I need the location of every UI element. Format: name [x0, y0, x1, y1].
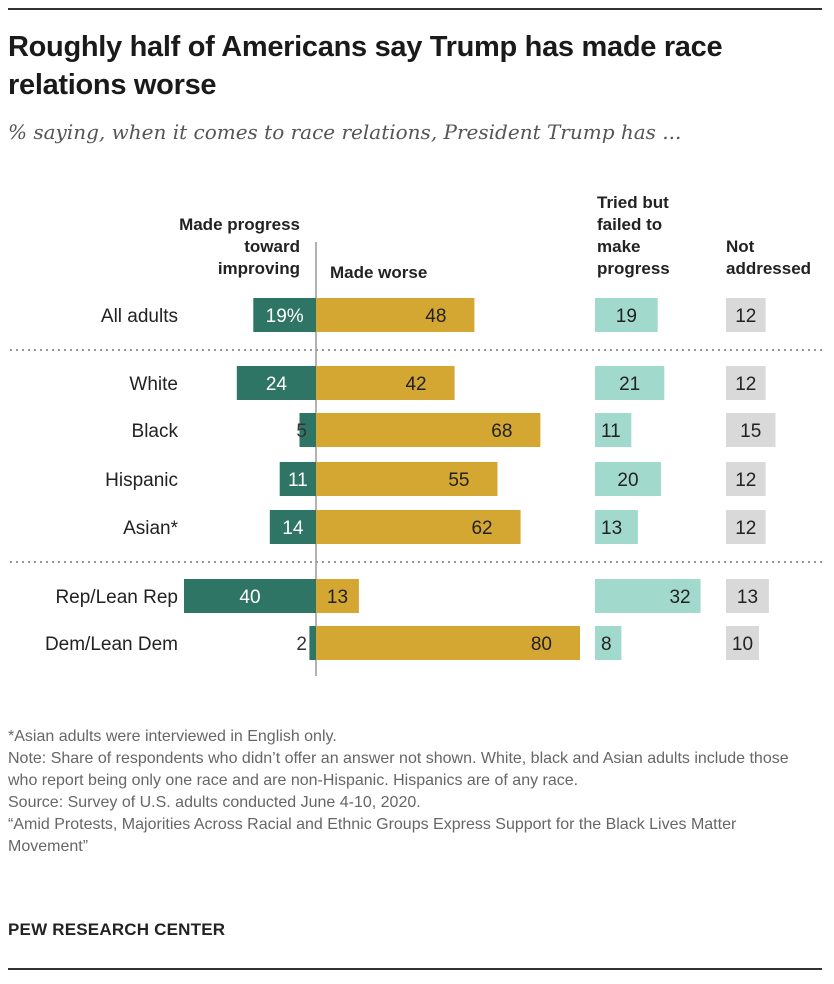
header-progress: Made progress toward improving	[179, 215, 300, 278]
notes: *Asian adults were interviewed in Englis…	[8, 726, 808, 858]
value-progress: 14	[282, 518, 304, 539]
header-tried: Tried but failed to make progress	[597, 193, 670, 278]
value-progress: 11	[288, 470, 308, 491]
bar-not-addressed	[726, 413, 776, 447]
bar-progress	[279, 462, 316, 496]
value-tried: 11	[601, 421, 621, 442]
value-worse: 68	[491, 421, 512, 442]
value-worse: 80	[531, 634, 552, 655]
value-not-addressed: 12	[735, 306, 756, 327]
bar-not-addressed	[726, 298, 766, 332]
value-progress: 2	[296, 634, 307, 655]
bar-progress	[184, 579, 316, 613]
note-asian: *Asian adults were interviewed in Englis…	[8, 728, 337, 745]
value-not-addressed: 15	[740, 421, 761, 442]
bar-tried	[595, 366, 665, 400]
header-worse: Made worse	[330, 263, 427, 282]
value-progress: 24	[266, 374, 288, 395]
category-label: Black	[132, 421, 179, 442]
value-tried: 19	[616, 306, 637, 327]
bottom-rule	[8, 968, 822, 970]
bar-tried	[595, 298, 658, 332]
bar-worse	[316, 579, 359, 613]
bar-worse	[316, 413, 541, 447]
chart-subtitle: % saying, when it comes to race relation…	[8, 120, 682, 144]
value-not-addressed: 12	[735, 374, 756, 395]
bar-worse	[316, 626, 580, 660]
value-worse: 62	[471, 518, 492, 539]
category-label: Asian*	[123, 518, 179, 539]
chart: Made progress toward improving Made worse Tr…	[10, 193, 822, 676]
bar-tried	[595, 579, 701, 613]
bar-not-addressed	[726, 366, 766, 400]
chart-title: Roughly half of Americans say Trump has …	[8, 31, 723, 101]
bar-progress	[309, 626, 316, 660]
header-not-addressed: Not addressed	[726, 237, 811, 278]
value-tried: 8	[601, 634, 612, 655]
value-not-addressed: 13	[737, 587, 758, 608]
value-worse: 55	[448, 470, 469, 491]
bar-tried	[595, 510, 638, 544]
bar-progress	[299, 413, 316, 447]
value-not-addressed: 12	[735, 470, 756, 491]
bar-worse	[316, 366, 455, 400]
category-label: Hispanic	[105, 470, 178, 491]
bar-worse	[316, 298, 475, 332]
value-progress: 19%	[266, 306, 304, 327]
bar-tried	[595, 462, 661, 496]
note-share: Note: Share of respondents who didn’t of…	[8, 750, 789, 789]
note-source: Source: Survey of U.S. adults conducted …	[8, 794, 421, 811]
bar-progress	[253, 298, 316, 332]
value-worse: 42	[405, 374, 426, 395]
category-label: Rep/Lean Rep	[55, 587, 178, 608]
bar-worse	[316, 510, 521, 544]
category-label: White	[129, 374, 178, 395]
value-not-addressed: 12	[735, 518, 756, 539]
bar-not-addressed	[726, 626, 759, 660]
value-progress: 5	[296, 421, 307, 442]
value-tried: 13	[601, 518, 622, 539]
brand-name: PEW RESEARCH CENTER	[8, 920, 226, 939]
value-progress: 40	[239, 587, 260, 608]
value-tried: 20	[617, 470, 638, 491]
bar-tried	[595, 626, 622, 660]
note-report: “Amid Protests, Majorities Across Racial…	[8, 816, 737, 855]
value-not-addressed: 10	[732, 634, 753, 655]
value-worse: 13	[327, 587, 348, 608]
value-tried: 21	[619, 374, 640, 395]
bar-worse	[316, 462, 498, 496]
value-tried: 32	[669, 587, 690, 608]
bar-not-addressed	[726, 579, 769, 613]
category-label: Dem/Lean Dem	[45, 634, 178, 655]
top-rule	[8, 8, 822, 10]
bar-not-addressed	[726, 462, 766, 496]
bar-progress	[269, 510, 316, 544]
bar-not-addressed	[726, 510, 766, 544]
value-worse: 48	[425, 306, 446, 327]
bar-progress	[236, 366, 316, 400]
category-label: All adults	[101, 306, 178, 327]
bar-tried	[595, 413, 632, 447]
